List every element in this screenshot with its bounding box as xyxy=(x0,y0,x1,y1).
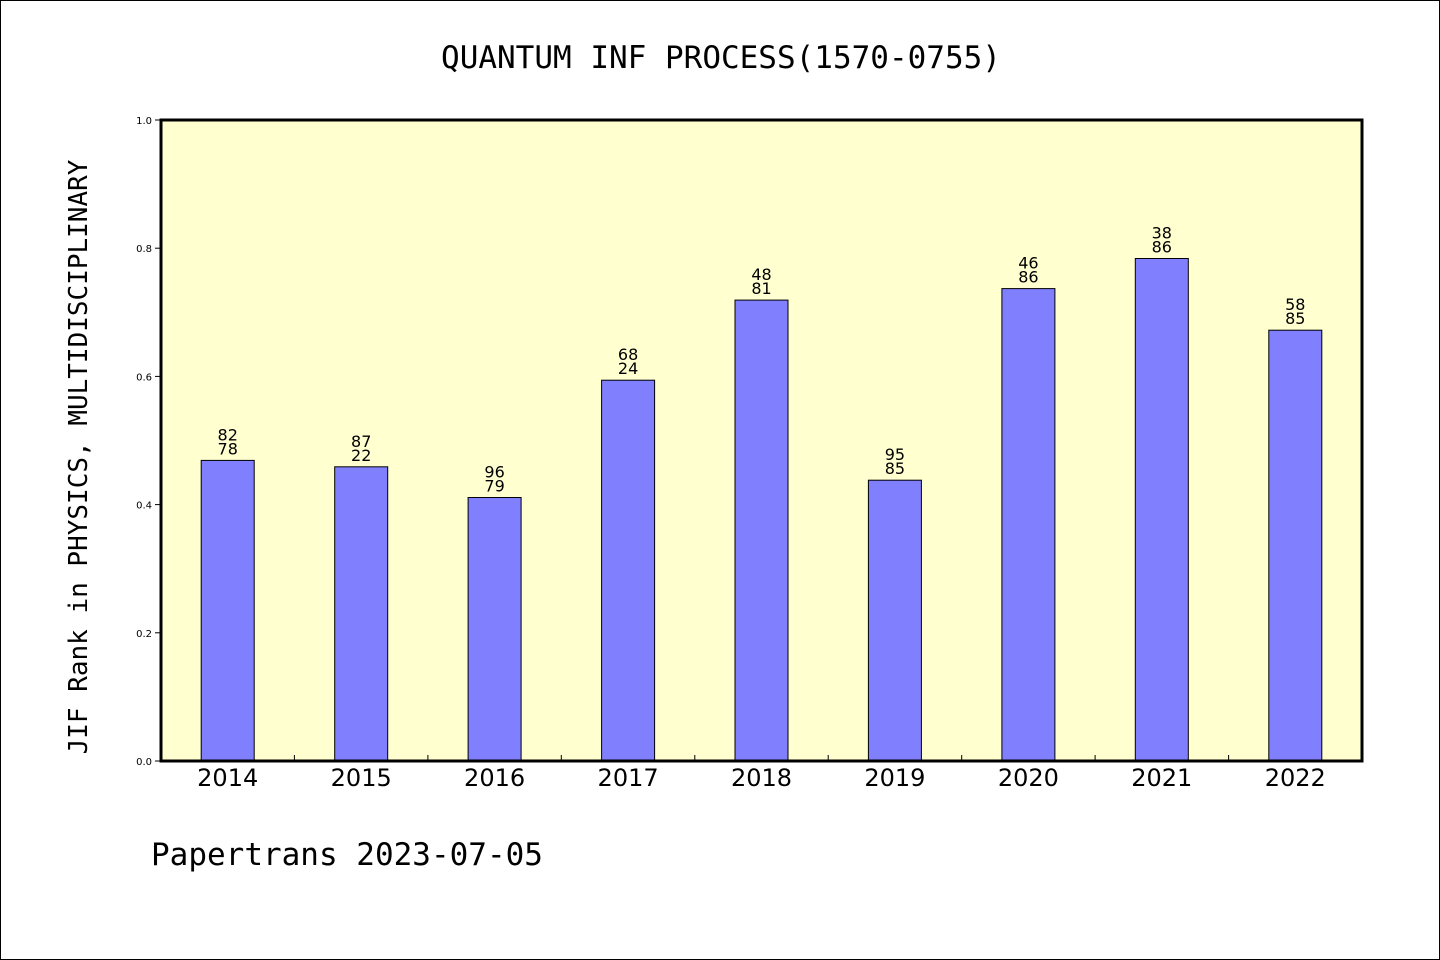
footer-credit: Papertrans 2023-07-05 xyxy=(151,837,543,873)
bar-label-2022-2: 85 xyxy=(1285,309,1305,328)
y-tick-label-0.4: 0.4 xyxy=(136,501,152,512)
x-tick-label-2021: 2021 xyxy=(1131,764,1192,792)
x-tick-label-2022: 2022 xyxy=(1265,764,1326,792)
bar-2020 xyxy=(1001,288,1056,762)
y-tick-label-1.0: 1.0 xyxy=(136,116,152,127)
x-tick-label-2016: 2016 xyxy=(464,764,525,792)
bar-2015 xyxy=(334,466,389,762)
bar-label-2018-1: 48 xyxy=(751,265,771,284)
x-tick-label-2020: 2020 xyxy=(998,764,1059,792)
x-tick-label-2018: 2018 xyxy=(731,764,792,792)
bar-label-2019-1: 95 xyxy=(885,445,905,464)
bar-2016 xyxy=(467,497,522,762)
bar-label-2017-1: 68 xyxy=(618,345,638,364)
bar-label-2018-2: 81 xyxy=(751,279,771,298)
x-axis-ticks: 2014 2015 2016 2017 2018 2019 2020 2021 2022 xyxy=(197,755,1326,792)
bar-label-2016-2: 79 xyxy=(484,477,504,496)
plot-border xyxy=(159,118,1364,763)
bar-label-2020-1: 46 xyxy=(1018,254,1038,273)
y-tick-label-0.6: 0.6 xyxy=(136,372,152,383)
bar-2019 xyxy=(867,479,922,762)
bars-group xyxy=(200,258,1323,762)
bar-label-2015-2: 22 xyxy=(351,446,371,465)
x-tick-label-2017: 2017 xyxy=(598,764,659,792)
chart-title: QUANTUM INF PROCESS(1570-0755) xyxy=(441,40,1001,76)
y-tick-label-0.0: 0.0 xyxy=(136,757,152,768)
y-tick-label-0.8: 0.8 xyxy=(136,244,152,255)
bar-label-2017-2: 24 xyxy=(618,359,638,378)
bar-label-2015-1: 87 xyxy=(351,432,371,451)
bar-label-2019-2: 85 xyxy=(885,459,905,478)
bar-label-2014-2: 78 xyxy=(218,439,238,458)
bar-label-2021-2: 86 xyxy=(1152,238,1172,257)
bar-label-2021-1: 38 xyxy=(1152,224,1172,243)
x-tick-label-2015: 2015 xyxy=(331,764,392,792)
y-axis-label: JIF Rank in PHYSICS, MULTIDISCIPLINARY xyxy=(64,159,94,754)
bar-2017 xyxy=(601,379,656,762)
y-axis-ticks: 0.0 0.2 0.4 0.6 0.8 1.0 xyxy=(136,116,161,768)
bar-label-2020-2: 86 xyxy=(1018,268,1038,287)
bar-2018 xyxy=(734,299,789,762)
bar-label-2014-1: 82 xyxy=(218,425,238,444)
bar-label-2022-1: 58 xyxy=(1285,295,1305,314)
bar-2022 xyxy=(1268,329,1323,762)
bar-label-2016-1: 96 xyxy=(484,463,504,482)
y-tick-label-0.2: 0.2 xyxy=(136,629,152,640)
bar-2014 xyxy=(200,459,255,762)
x-tick-label-2019: 2019 xyxy=(864,764,925,792)
x-tick-label-2014: 2014 xyxy=(197,764,258,792)
bar-2021 xyxy=(1134,258,1189,762)
